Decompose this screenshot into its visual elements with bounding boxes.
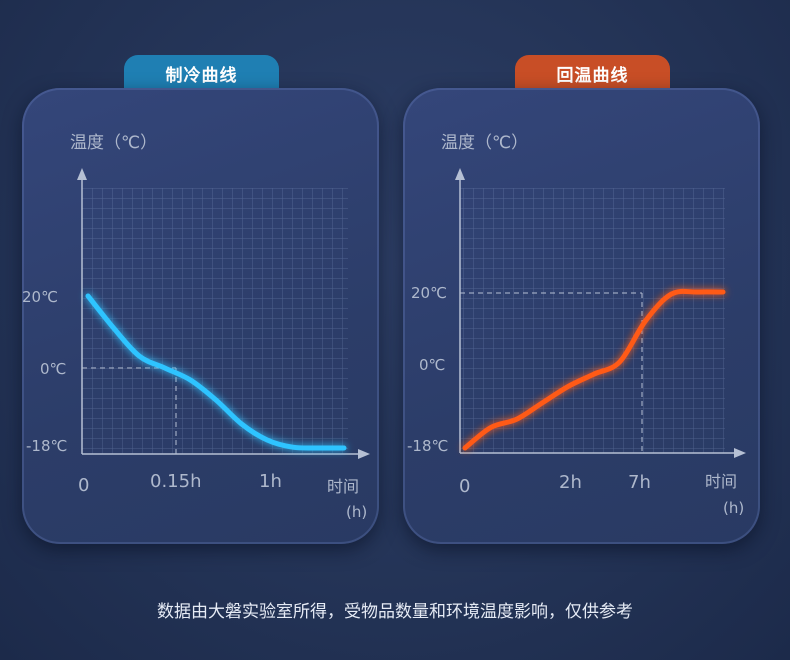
y-axis-label: 温度（℃） <box>70 133 157 153</box>
rewarming-chart-card: 温度（℃） 20℃ 0℃ -18℃ 0 2h 7h 时间 (h) <box>403 88 760 544</box>
x-tick-label: 1h <box>259 471 282 492</box>
rewarming-curve-tab: 回温曲线 <box>515 55 670 91</box>
disclaimer-caption: 数据由大磐实验室所得，受物品数量和环境温度影响，仅供参考 <box>157 602 633 622</box>
x-axis-label: 时间 <box>327 477 359 496</box>
grid <box>460 188 725 453</box>
y-axis-arrow-icon <box>455 168 465 180</box>
x-tick-label: 0.15h <box>150 471 202 492</box>
y-axis-label: 温度（℃） <box>441 133 528 153</box>
x-axis-arrow-icon <box>358 449 370 459</box>
cooling-chart-card: 温度（℃） 20℃ 0℃ -18℃ 0 0.15h 1h 时间 (h) <box>22 88 379 544</box>
grid <box>82 188 348 454</box>
x-axis-label: 时间 <box>705 472 737 491</box>
rewarming-chart: 温度（℃） 20℃ 0℃ -18℃ 0 2h 7h 时间 (h) <box>407 133 746 517</box>
y-tick-label: -18℃ <box>26 437 67 455</box>
y-tick-label: 20℃ <box>411 284 447 302</box>
x-axis-arrow-icon <box>734 448 746 458</box>
x-tick-label: 0 <box>78 475 89 496</box>
y-tick-label: 0℃ <box>40 360 66 378</box>
cooling-chart: 温度（℃） 20℃ 0℃ -18℃ 0 0.15h 1h 时间 (h) <box>22 133 370 521</box>
x-tick-label: 2h <box>559 472 582 493</box>
x-axis-unit: (h) <box>346 503 367 521</box>
x-tick-label: 0 <box>459 476 470 497</box>
cooling-curve <box>85 293 347 451</box>
cooling-curve-tab: 制冷曲线 <box>124 55 279 91</box>
x-tick-label: 7h <box>628 472 651 493</box>
x-axis-unit: (h) <box>723 499 744 517</box>
y-axis-arrow-icon <box>77 168 87 180</box>
rewarming-curve <box>462 288 726 451</box>
y-tick-label: -18℃ <box>407 437 448 455</box>
y-tick-label: 20℃ <box>22 288 58 306</box>
y-tick-label: 0℃ <box>419 356 445 374</box>
